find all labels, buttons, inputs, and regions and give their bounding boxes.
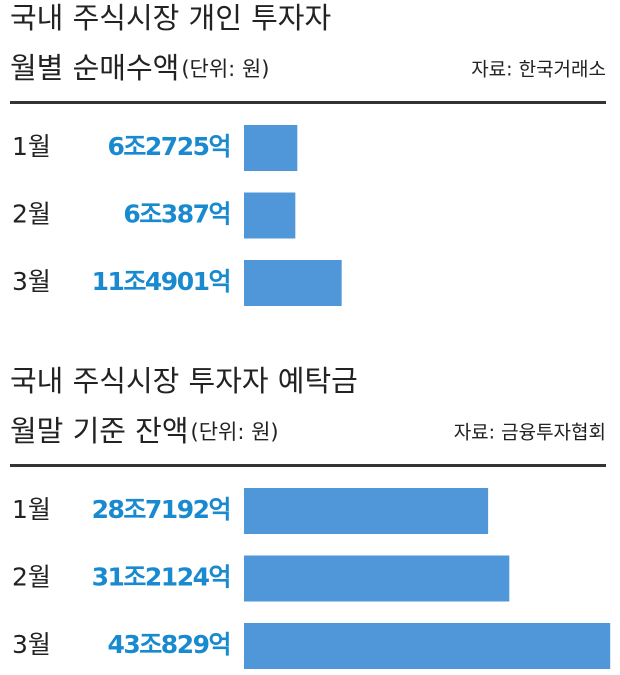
month-label: 1월	[12, 495, 51, 524]
chart-subtitle: 월말 기준 잔액(단위: 원)	[10, 414, 279, 448]
rule	[10, 101, 606, 104]
chart-title: 국내 주식시장 개인 투자자	[10, 1, 331, 35]
value-label: 43조829억	[108, 630, 230, 659]
subtitle-text: 월별 순매수액	[10, 51, 179, 85]
value-label: 11조4901억	[92, 267, 230, 296]
unit-text: (단위: 원)	[191, 420, 279, 444]
bar	[244, 260, 342, 306]
bar	[244, 555, 510, 602]
value-label: 31조2124억	[92, 563, 230, 592]
source: 자료: 금융투자협회	[454, 422, 606, 444]
month-label: 2월	[12, 200, 51, 229]
subtitle-text: 월말 기준 잔액	[10, 414, 189, 448]
month-label: 2월	[12, 563, 51, 592]
bar	[244, 488, 489, 534]
month-label: 1월	[12, 132, 51, 161]
chart-subtitle: 월별 순매수액(단위: 원)	[10, 51, 269, 85]
value-label: 6조2725억	[108, 132, 230, 161]
month-label: 3월	[12, 630, 51, 659]
source: 자료: 한국거래소	[471, 59, 606, 81]
month-label: 3월	[12, 267, 51, 296]
value-label: 6조387억	[123, 200, 230, 229]
rule	[10, 464, 606, 467]
unit-text: (단위: 원)	[181, 57, 269, 81]
bar	[244, 623, 611, 669]
bar	[244, 125, 298, 171]
value-label: 28조7192억	[92, 495, 230, 524]
bar	[244, 192, 296, 239]
chart-title: 국내 주식시장 투자자 예탁금	[10, 364, 358, 398]
